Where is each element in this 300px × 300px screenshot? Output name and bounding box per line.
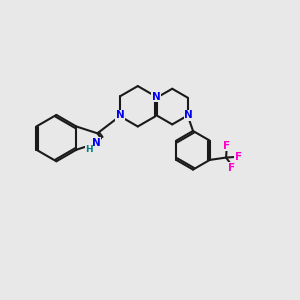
Text: N: N <box>116 110 125 121</box>
Text: N: N <box>152 92 160 102</box>
Text: F: F <box>235 152 242 162</box>
Text: F: F <box>228 163 235 173</box>
Text: H: H <box>85 145 93 154</box>
Text: F: F <box>223 141 230 151</box>
Text: N: N <box>92 138 100 148</box>
Text: N: N <box>184 110 193 121</box>
